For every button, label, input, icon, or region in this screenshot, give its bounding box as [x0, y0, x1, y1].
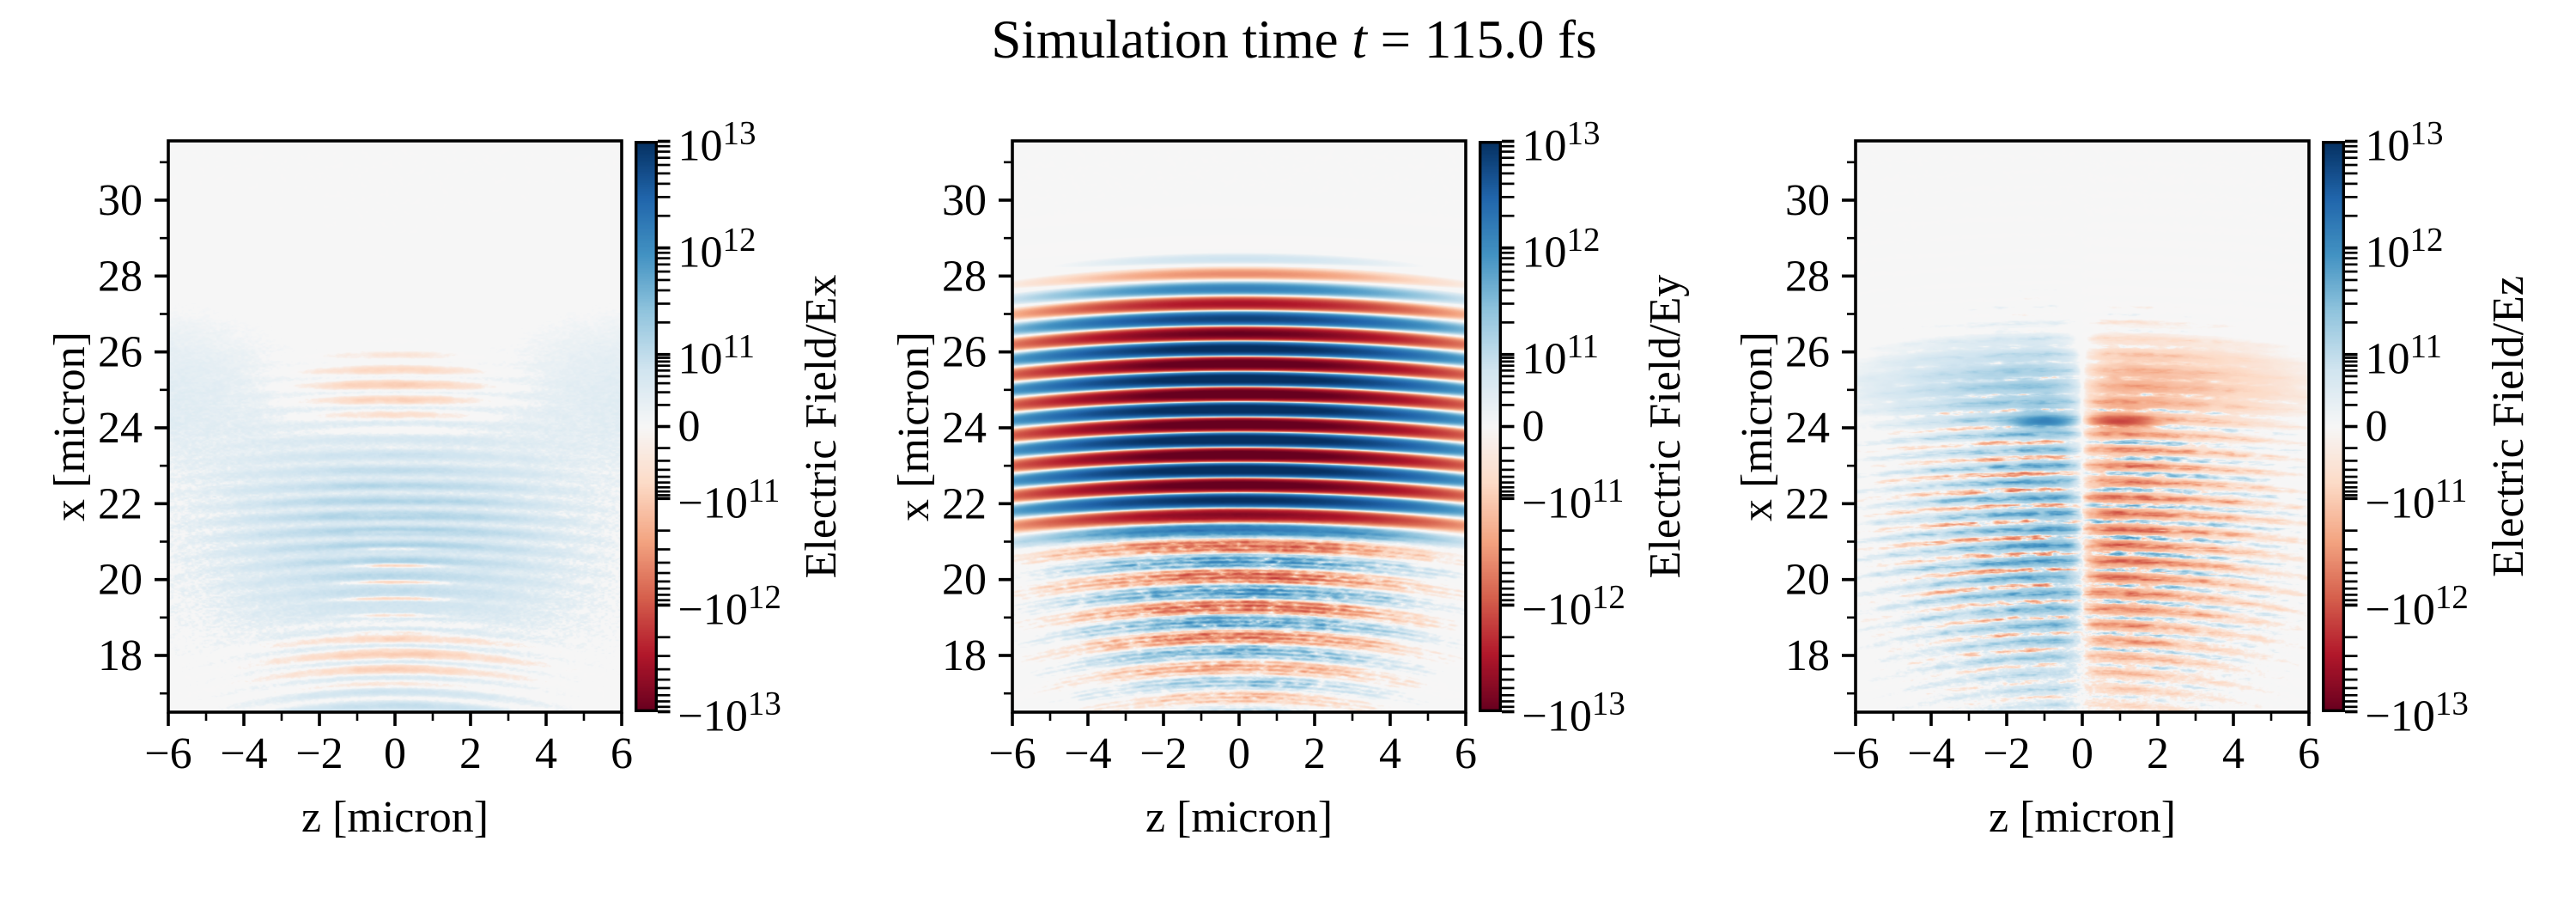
svg-text:0: 0 [384, 729, 406, 778]
svg-text:18: 18 [942, 631, 987, 680]
svg-text:26: 26 [98, 328, 143, 377]
svg-text:22: 22 [98, 479, 143, 528]
svg-text:26: 26 [1785, 328, 1830, 377]
svg-text:z [micron]: z [micron] [1145, 793, 1333, 842]
svg-text:20: 20 [1785, 556, 1830, 605]
svg-text:1012: 1012 [678, 222, 756, 277]
svg-text:30: 30 [1785, 176, 1830, 225]
svg-text:−1012: −1012 [1522, 578, 1625, 634]
svg-text:20: 20 [98, 556, 143, 605]
svg-text:2: 2 [2147, 729, 2169, 778]
svg-text:−1011: −1011 [2366, 472, 2468, 527]
svg-text:24: 24 [1785, 404, 1830, 453]
svg-text:−2: −2 [1983, 729, 2030, 778]
svg-text:Electric Field/Ex: Electric Field/Ex [797, 275, 846, 579]
svg-text:26: 26 [942, 328, 987, 377]
svg-text:1013: 1013 [1522, 115, 1601, 171]
svg-text:−2: −2 [1139, 729, 1187, 778]
svg-text:6: 6 [1455, 729, 1477, 778]
svg-text:−6: −6 [1832, 729, 1879, 778]
svg-text:−4: −4 [1907, 729, 1954, 778]
svg-text:28: 28 [1785, 252, 1830, 301]
svg-text:0: 0 [2366, 402, 2388, 451]
svg-text:2: 2 [459, 729, 482, 778]
svg-text:z [micron]: z [micron] [301, 793, 489, 842]
svg-text:−1013: −1013 [2366, 686, 2469, 741]
svg-text:−1013: −1013 [678, 686, 781, 741]
svg-text:Electric Field/Ez: Electric Field/Ez [2484, 276, 2533, 577]
svg-text:22: 22 [1785, 479, 1830, 528]
svg-text:1011: 1011 [2366, 328, 2443, 384]
svg-text:Simulation time t = 115.0 fs: Simulation time t = 115.0 fs [991, 9, 1596, 70]
svg-text:6: 6 [2298, 729, 2320, 778]
svg-text:22: 22 [942, 479, 987, 528]
svg-text:1012: 1012 [2366, 222, 2444, 277]
svg-text:24: 24 [98, 404, 143, 453]
svg-text:18: 18 [98, 631, 143, 680]
svg-text:−1011: −1011 [678, 472, 781, 527]
svg-text:24: 24 [942, 404, 987, 453]
svg-text:1011: 1011 [678, 328, 756, 384]
svg-text:x [micron]: x [micron] [890, 332, 939, 521]
svg-text:Electric Field/Ey: Electric Field/Ey [1641, 275, 1690, 579]
svg-text:30: 30 [98, 176, 143, 225]
svg-text:6: 6 [611, 729, 633, 778]
svg-text:4: 4 [1379, 729, 1401, 778]
svg-text:0: 0 [678, 402, 701, 451]
svg-text:−4: −4 [1064, 729, 1111, 778]
svg-text:−1011: −1011 [1522, 472, 1625, 527]
svg-text:−6: −6 [988, 729, 1036, 778]
svg-text:4: 4 [2222, 729, 2245, 778]
svg-text:0: 0 [2071, 729, 2093, 778]
svg-text:0: 0 [1522, 402, 1545, 451]
svg-text:1011: 1011 [1522, 328, 1600, 384]
svg-text:−1012: −1012 [2366, 578, 2469, 634]
svg-text:1012: 1012 [1522, 222, 1601, 277]
svg-text:2: 2 [1303, 729, 1326, 778]
svg-text:28: 28 [98, 252, 143, 301]
svg-text:1013: 1013 [2366, 115, 2444, 171]
svg-text:−1012: −1012 [678, 578, 781, 634]
svg-text:−2: −2 [295, 729, 343, 778]
svg-text:−1013: −1013 [1522, 686, 1625, 741]
svg-text:20: 20 [942, 556, 987, 605]
svg-text:0: 0 [1228, 729, 1250, 778]
svg-text:30: 30 [942, 176, 987, 225]
svg-text:−4: −4 [220, 729, 267, 778]
svg-text:x [micron]: x [micron] [1733, 332, 1782, 521]
svg-text:−6: −6 [144, 729, 191, 778]
svg-text:4: 4 [535, 729, 557, 778]
svg-text:x [micron]: x [micron] [46, 332, 94, 521]
svg-text:18: 18 [1785, 631, 1830, 680]
svg-text:28: 28 [942, 252, 987, 301]
svg-text:z [micron]: z [micron] [1989, 793, 2176, 842]
svg-text:1013: 1013 [678, 115, 756, 171]
